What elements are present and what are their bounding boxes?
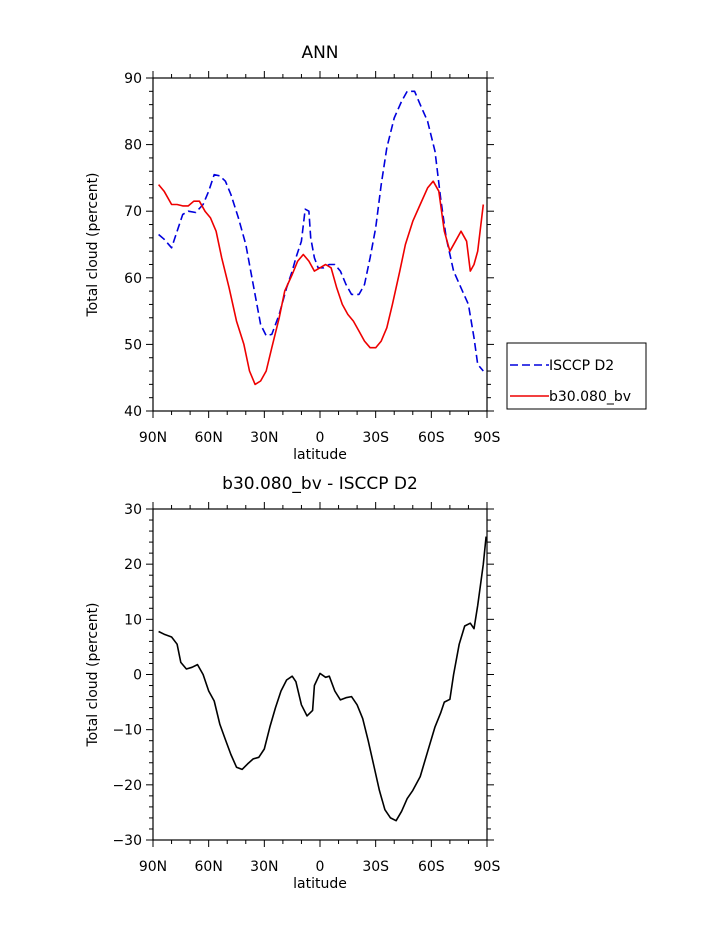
legend-box [506, 342, 647, 410]
x-tick-label: 90N [139, 859, 167, 875]
panel-bottom: −30 −20 −10 0 10 20 30 90N 60N 30N 0 30S 60S 90S b30.0… [85, 474, 500, 892]
y-tick-label: 40 [124, 404, 142, 420]
x-tick-label: 30N [250, 859, 278, 875]
y-tick-label: 30 [124, 502, 142, 518]
y-tick-label: −10 [112, 723, 142, 739]
y-tick-label: 0 [133, 668, 142, 684]
chart-title: ANN [301, 43, 338, 63]
y-tick-label: 60 [124, 271, 142, 287]
panel-top: 40 50 60 70 80 90 90N 60N 30N 0 30S 60S 90S ANN latitu… [85, 43, 647, 463]
y-axis-label: Total cloud (percent) [85, 172, 101, 317]
y-tick-label: 90 [124, 71, 142, 87]
series-line [158, 90, 484, 372]
x-tick-label: 60S [418, 859, 445, 875]
y-tick-label: 20 [124, 557, 142, 573]
y-tick-label: 70 [124, 204, 142, 220]
x-axis-label: latitude [293, 876, 347, 892]
x-tick-label: 60S [418, 430, 445, 446]
chart-title: b30.080_bv - ISCCP D2 [222, 474, 418, 494]
y-tick-label: 10 [124, 612, 142, 628]
series-line [158, 536, 487, 822]
x-tick-label: 60N [195, 859, 223, 875]
legend-label: b30.080_bv [549, 389, 631, 405]
x-tick-label: 90S [474, 859, 501, 875]
x-tick-label: 30S [362, 859, 389, 875]
x-tick-label: 0 [316, 859, 325, 875]
y-axis-label: Total cloud (percent) [85, 602, 101, 747]
x-axis-label: latitude [293, 447, 347, 463]
legend-label: ISCCP D2 [549, 358, 614, 374]
series-line [157, 180, 485, 386]
x-tick-label: 60N [195, 430, 223, 446]
y-tick-label: 50 [124, 337, 142, 353]
x-tick-label: 30N [250, 430, 278, 446]
y-tick-label: 80 [124, 138, 142, 154]
y-tick-label: −20 [112, 778, 142, 794]
x-tick-label: 90S [474, 430, 501, 446]
x-tick-label: 30S [362, 430, 389, 446]
x-tick-label: 0 [316, 430, 325, 446]
y-tick-label: −30 [112, 833, 142, 849]
x-tick-label: 90N [139, 430, 167, 446]
plot-frame [152, 77, 488, 412]
